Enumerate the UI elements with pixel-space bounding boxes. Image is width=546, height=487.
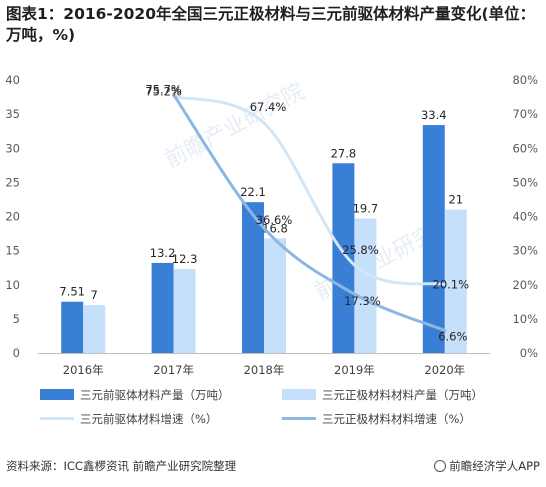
x-axis-tick-label: 2019年 bbox=[334, 363, 375, 377]
brand-label: 前瞻经济学人APP bbox=[449, 459, 540, 473]
y2-axis-tick-label: 20% bbox=[512, 278, 538, 292]
y-axis-tick-label: 40 bbox=[5, 73, 20, 87]
legend-swatch bbox=[40, 389, 74, 400]
y-axis-tick-label: 10 bbox=[5, 278, 20, 292]
bar bbox=[332, 163, 355, 353]
y-axis-tick-label: 15 bbox=[5, 244, 20, 258]
line-data-label: 20.1% bbox=[433, 277, 470, 291]
brand-credit: 前瞻经济学人APP bbox=[434, 458, 540, 474]
bar-data-label: 22.1 bbox=[240, 185, 266, 199]
y-axis-tick-label: 5 bbox=[13, 312, 20, 326]
bar bbox=[242, 202, 264, 353]
line-data-label: 17.3% bbox=[344, 294, 381, 308]
bar bbox=[61, 301, 84, 353]
legend-label: 三元正极材料材料产量（万吨） bbox=[322, 388, 483, 402]
legend-label: 三元前驱体材料产量（万吨） bbox=[80, 388, 230, 402]
y-axis-tick-label: 30 bbox=[5, 141, 20, 155]
line-data-label: 6.6% bbox=[438, 329, 467, 343]
y2-axis-tick-label: 80% bbox=[512, 73, 538, 87]
legend-label: 三元正极材料材料增速（%） bbox=[322, 412, 471, 426]
bar-data-label: 19.7 bbox=[353, 202, 379, 216]
legend-label: 三元前驱体材料增速（%） bbox=[80, 412, 217, 426]
bar bbox=[354, 218, 377, 353]
bar-data-label: 7.51 bbox=[59, 285, 85, 299]
watermark-text: 前瞻产业研究院 bbox=[161, 79, 309, 173]
bar-data-label: 27.8 bbox=[331, 146, 357, 160]
legend-swatch bbox=[282, 389, 316, 400]
bar bbox=[422, 125, 445, 353]
line-data-label: 75.2% bbox=[145, 84, 182, 98]
bar bbox=[173, 269, 196, 353]
bar bbox=[83, 305, 106, 353]
x-axis-tick-label: 2017年 bbox=[153, 363, 194, 377]
y2-axis-tick-label: 0% bbox=[520, 346, 538, 360]
bar bbox=[151, 262, 174, 353]
y2-axis-tick-label: 50% bbox=[512, 175, 538, 189]
x-axis-tick-label: 2020年 bbox=[424, 363, 465, 377]
line-data-label: 75.7% bbox=[145, 83, 182, 97]
y-axis-tick-label: 20 bbox=[5, 210, 20, 224]
y-axis-tick-label: 25 bbox=[5, 175, 20, 189]
y-axis-tick-label: 0 bbox=[13, 346, 20, 360]
bar-data-label: 13.2 bbox=[150, 246, 176, 260]
brand-logo-icon bbox=[434, 460, 447, 472]
y2-axis-tick-label: 10% bbox=[512, 312, 538, 326]
source-note: 资料来源：ICC鑫椤资讯 前瞻产业研究院整理 bbox=[6, 459, 237, 473]
bar-data-label: 7 bbox=[91, 288, 98, 302]
y-axis-tick-label: 35 bbox=[5, 107, 20, 121]
y2-axis-tick-label: 60% bbox=[512, 141, 538, 155]
bar-data-label: 21 bbox=[448, 193, 463, 207]
line-data-label: 36.6% bbox=[256, 213, 293, 227]
chart-title: 图表1：2016-2020年全国三元正极材料与三元前驱体材料产量变化(单位：万吨… bbox=[6, 5, 536, 44]
line-data-label: 25.8% bbox=[342, 243, 379, 257]
bar-data-label: 12.3 bbox=[172, 252, 198, 266]
y2-axis-tick-label: 70% bbox=[512, 107, 538, 121]
bar-data-label: 33.4 bbox=[421, 108, 447, 122]
y2-axis-tick-label: 30% bbox=[512, 244, 538, 258]
line-data-label: 67.4% bbox=[250, 100, 287, 114]
y2-axis-tick-label: 40% bbox=[512, 210, 538, 224]
bar bbox=[444, 209, 467, 353]
x-axis-tick-label: 2018年 bbox=[244, 363, 285, 377]
line-series bbox=[172, 94, 447, 286]
line-series bbox=[172, 93, 447, 332]
bar bbox=[264, 238, 286, 353]
x-axis-tick-label: 2016年 bbox=[63, 363, 104, 377]
